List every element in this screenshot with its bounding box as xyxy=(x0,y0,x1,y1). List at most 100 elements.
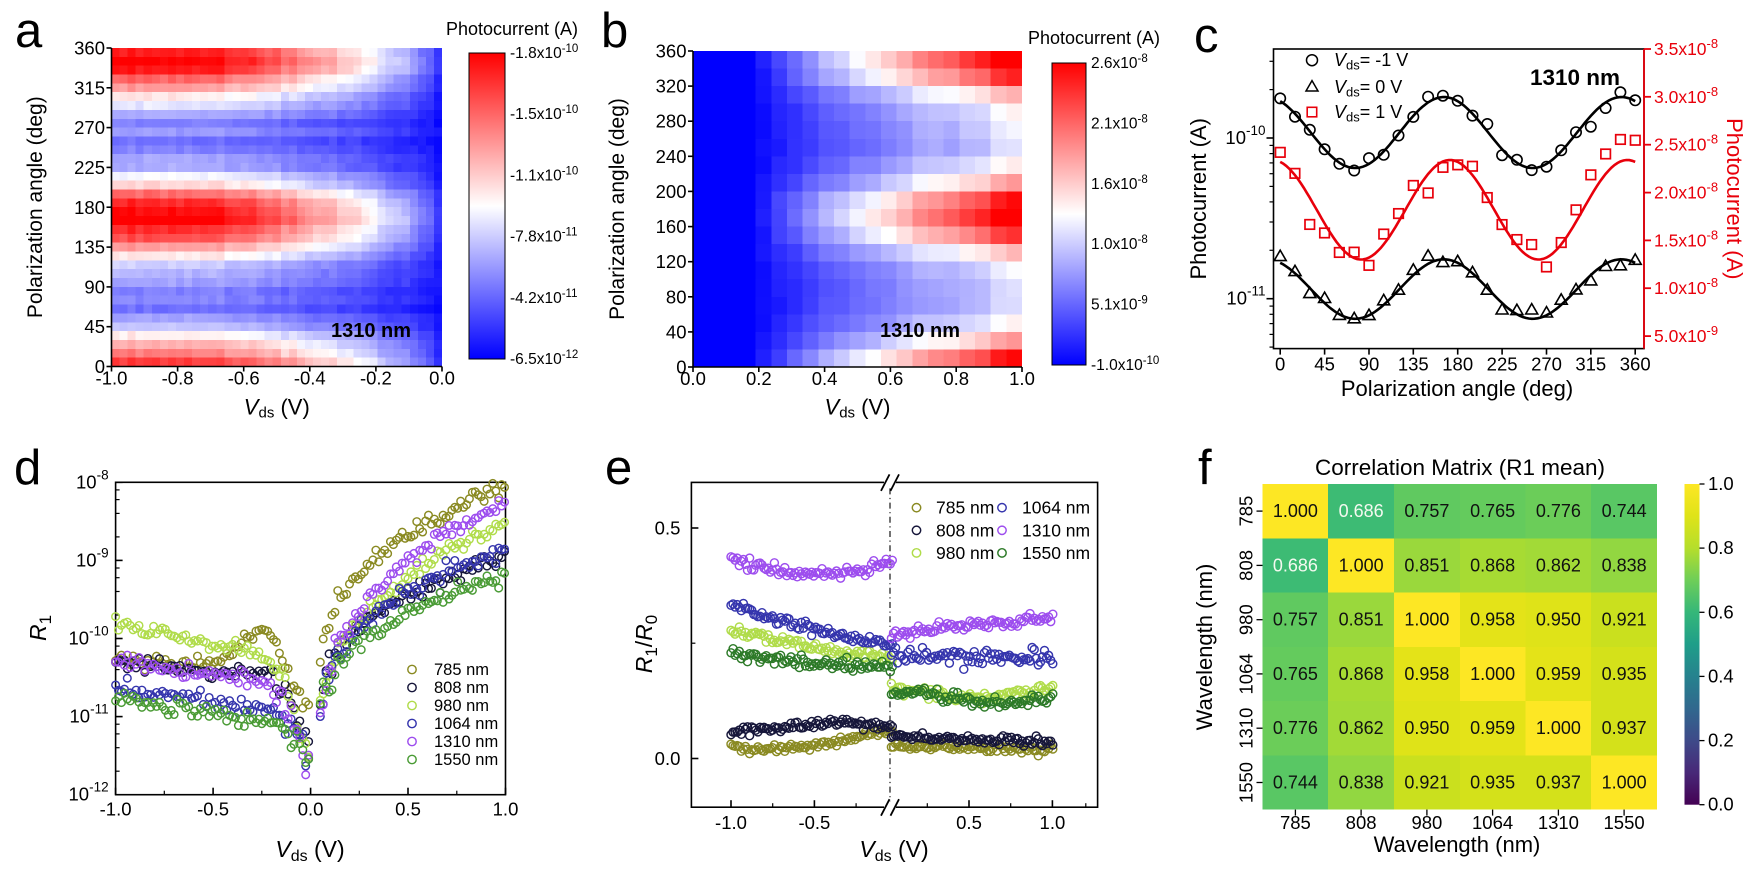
svg-text:-0.6: -0.6 xyxy=(228,368,260,389)
svg-text:0.959: 0.959 xyxy=(1536,664,1581,684)
svg-text:0.2: 0.2 xyxy=(746,368,772,389)
svg-text:0.744: 0.744 xyxy=(1602,501,1647,521)
svg-text:Wavelength (nm): Wavelength (nm) xyxy=(1374,832,1541,857)
svg-text:0.776: 0.776 xyxy=(1273,718,1318,738)
svg-text:0.757: 0.757 xyxy=(1404,501,1449,521)
svg-text:1064: 1064 xyxy=(1472,812,1513,833)
svg-text:45: 45 xyxy=(84,316,105,337)
svg-text:1.5x10-8: 1.5x10-8 xyxy=(1654,227,1718,250)
svg-text:1.0: 1.0 xyxy=(1040,812,1066,833)
svg-text:0.868: 0.868 xyxy=(1470,555,1515,575)
svg-text:Photocurrent (A): Photocurrent (A) xyxy=(446,19,578,39)
svg-text:785 nm: 785 nm xyxy=(434,661,489,679)
svg-text:1.000: 1.000 xyxy=(1536,718,1581,738)
svg-text:0.921: 0.921 xyxy=(1404,773,1449,793)
svg-text:d: d xyxy=(14,441,41,495)
svg-text:90: 90 xyxy=(1359,354,1380,375)
svg-text:0.0: 0.0 xyxy=(298,799,324,820)
svg-text:1064 nm: 1064 nm xyxy=(434,715,498,733)
svg-text:b: b xyxy=(601,4,628,58)
svg-text:-1.1x10-10: -1.1x10-10 xyxy=(510,165,578,184)
svg-text:0.4: 0.4 xyxy=(812,368,838,389)
svg-text:808 nm: 808 nm xyxy=(434,679,489,697)
svg-text:Photocurrent (A): Photocurrent (A) xyxy=(1722,118,1747,279)
svg-text:1.0: 1.0 xyxy=(1009,368,1035,389)
svg-text:1550: 1550 xyxy=(1236,762,1257,803)
svg-text:a: a xyxy=(15,4,43,58)
svg-text:1.000: 1.000 xyxy=(1273,501,1318,521)
svg-text:f: f xyxy=(1198,441,1212,495)
svg-text:1550: 1550 xyxy=(1604,812,1645,833)
svg-text:Vds (V): Vds (V) xyxy=(275,836,344,865)
svg-text:Vds (V): Vds (V) xyxy=(244,395,310,422)
svg-text:40: 40 xyxy=(666,321,687,342)
svg-text:1.0: 1.0 xyxy=(1708,473,1734,494)
svg-text:0.744: 0.744 xyxy=(1273,773,1318,793)
svg-text:0.6: 0.6 xyxy=(1708,601,1734,622)
svg-text:90: 90 xyxy=(84,276,105,297)
svg-text:3.5x10-8: 3.5x10-8 xyxy=(1654,36,1718,59)
svg-text:135: 135 xyxy=(1398,354,1429,375)
svg-text:1.0: 1.0 xyxy=(493,799,519,820)
svg-text:360: 360 xyxy=(1620,354,1651,375)
svg-text:1.0x10-8: 1.0x10-8 xyxy=(1654,275,1718,298)
svg-text:785: 785 xyxy=(1236,496,1257,527)
svg-text:320: 320 xyxy=(656,76,687,97)
svg-text:0.958: 0.958 xyxy=(1470,610,1515,630)
svg-text:1310: 1310 xyxy=(1538,812,1579,833)
svg-text:808: 808 xyxy=(1346,812,1377,833)
svg-text:270: 270 xyxy=(1531,354,1562,375)
svg-text:0.4: 0.4 xyxy=(1708,665,1734,686)
svg-text:Polarization angle (deg): Polarization angle (deg) xyxy=(606,98,629,320)
svg-text:0.935: 0.935 xyxy=(1602,664,1647,684)
svg-text:1310 nm: 1310 nm xyxy=(331,320,411,342)
svg-text:-7.8x10-11: -7.8x10-11 xyxy=(510,227,577,246)
svg-text:180: 180 xyxy=(1442,354,1473,375)
svg-text:980 nm: 980 nm xyxy=(936,543,994,563)
svg-text:135: 135 xyxy=(74,237,105,258)
svg-text:Photocurrent (A): Photocurrent (A) xyxy=(1028,28,1160,48)
svg-text:360: 360 xyxy=(656,41,687,62)
svg-text:45: 45 xyxy=(1314,354,1335,375)
svg-text:0.0: 0.0 xyxy=(655,748,681,769)
svg-text:-0.4: -0.4 xyxy=(294,368,326,389)
svg-text:280: 280 xyxy=(656,111,687,132)
svg-text:1.000: 1.000 xyxy=(1404,610,1449,630)
svg-text:225: 225 xyxy=(1487,354,1518,375)
svg-text:0.950: 0.950 xyxy=(1536,610,1581,630)
svg-text:1.000: 1.000 xyxy=(1470,664,1515,684)
svg-text:Correlation Matrix (R1 mean): Correlation Matrix (R1 mean) xyxy=(1315,455,1605,480)
svg-text:0.838: 0.838 xyxy=(1602,555,1647,575)
svg-text:0.0: 0.0 xyxy=(1708,794,1734,815)
svg-text:0.765: 0.765 xyxy=(1273,664,1318,684)
svg-text:0.6: 0.6 xyxy=(878,368,904,389)
svg-text:0.0: 0.0 xyxy=(429,368,455,389)
svg-text:1.6x10-8: 1.6x10-8 xyxy=(1091,174,1148,193)
svg-text:980: 980 xyxy=(1236,604,1257,635)
svg-text:785: 785 xyxy=(1280,812,1311,833)
svg-text:R1/R0: R1/R0 xyxy=(631,615,661,674)
svg-text:0.8: 0.8 xyxy=(1708,537,1734,558)
svg-text:1310 nm: 1310 nm xyxy=(1530,65,1620,90)
svg-text:315: 315 xyxy=(74,77,105,98)
svg-text:5.1x10-9: 5.1x10-9 xyxy=(1091,295,1148,314)
svg-text:180: 180 xyxy=(74,197,105,218)
svg-text:Vds= 0 V: Vds= 0 V xyxy=(1334,77,1402,100)
svg-text:-1.0: -1.0 xyxy=(715,812,747,833)
svg-text:1550 nm: 1550 nm xyxy=(1022,543,1090,563)
svg-text:120: 120 xyxy=(656,251,687,272)
svg-text:0.935: 0.935 xyxy=(1470,773,1515,793)
svg-text:-1.0x10-10: -1.0x10-10 xyxy=(1091,355,1159,374)
svg-text:0.868: 0.868 xyxy=(1339,664,1384,684)
svg-text:-0.5: -0.5 xyxy=(798,812,830,833)
svg-text:0: 0 xyxy=(95,356,105,377)
svg-text:785 nm: 785 nm xyxy=(936,498,994,518)
svg-text:1.000: 1.000 xyxy=(1602,773,1647,793)
svg-text:0.5: 0.5 xyxy=(395,799,421,820)
svg-text:Vds (V): Vds (V) xyxy=(825,395,891,422)
svg-text:1064 nm: 1064 nm xyxy=(1022,498,1090,518)
svg-text:-0.5: -0.5 xyxy=(197,799,229,820)
svg-text:0.851: 0.851 xyxy=(1339,610,1384,630)
svg-text:240: 240 xyxy=(656,146,687,167)
svg-text:3.0x10-8: 3.0x10-8 xyxy=(1654,84,1718,107)
